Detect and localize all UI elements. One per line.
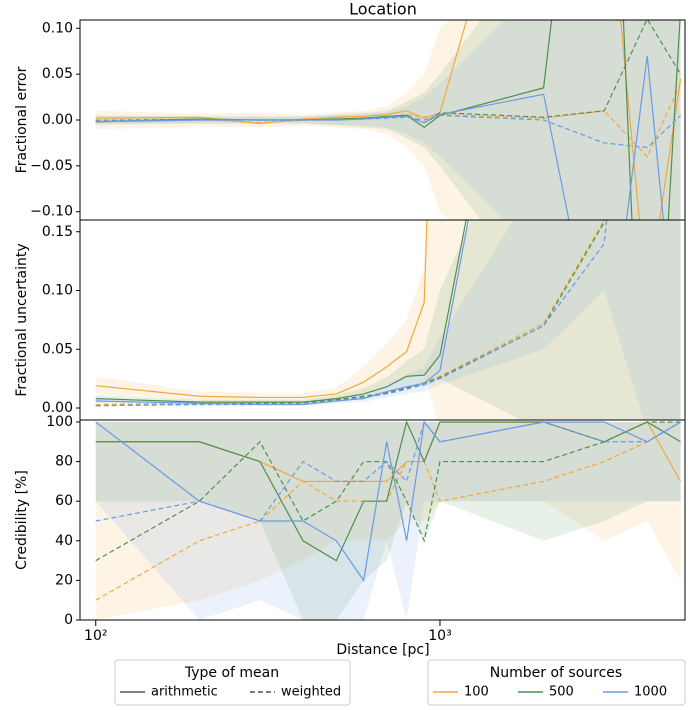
y-tick-label: −0.10 xyxy=(30,204,73,220)
legend-sources xyxy=(427,659,686,706)
series-line xyxy=(95,420,681,562)
y-axis-label: Credibility [%] xyxy=(14,470,30,570)
legend-label: 500 xyxy=(549,685,574,700)
x-tick-label: 10³ xyxy=(428,628,451,644)
series-line xyxy=(95,220,467,403)
y-tick-label: 80 xyxy=(55,454,73,470)
y-tick-label: −0.05 xyxy=(30,158,73,174)
y-tick-label: 0.10 xyxy=(42,283,73,299)
uncertainty-band xyxy=(95,421,681,620)
uncertainty-band xyxy=(95,421,681,620)
legend-label: arithmetic xyxy=(151,685,218,700)
y-tick-label: 0.15 xyxy=(42,224,73,240)
y-tick-label: 0.10 xyxy=(42,20,73,36)
y-axis-label: Fractional uncertainty xyxy=(14,243,30,396)
axes-frame xyxy=(79,419,686,621)
plot-area xyxy=(95,220,681,420)
series-line xyxy=(95,421,681,562)
y-tick-label: 60 xyxy=(55,493,73,509)
legend-label: weighted xyxy=(281,685,341,700)
uncertainty-band xyxy=(95,220,681,420)
uncertainty-band xyxy=(95,421,681,620)
series-line xyxy=(95,420,681,582)
uncertainty-band xyxy=(95,20,681,220)
x-axis-label: Distance [pc] xyxy=(336,642,429,658)
x-tick-label: 10² xyxy=(84,628,107,644)
y-tick-label: 40 xyxy=(55,533,73,549)
uncertainty-band xyxy=(95,220,681,420)
legend-label: 1000 xyxy=(634,685,667,700)
series-line xyxy=(95,83,682,158)
chart-title: Location xyxy=(349,0,417,19)
series-line xyxy=(95,20,682,220)
y-tick-label: 0.05 xyxy=(42,341,73,357)
series-line xyxy=(95,114,681,149)
y-tick-label: 0 xyxy=(64,612,73,628)
y-tick-label: 0.05 xyxy=(42,66,73,82)
y-axis-label: Fractional error xyxy=(14,66,30,173)
plot-area xyxy=(95,20,682,220)
plot-area xyxy=(95,420,682,620)
series-line xyxy=(95,220,606,407)
legend-mean xyxy=(114,659,351,706)
legend-title: Number of sources xyxy=(490,665,622,681)
series-line xyxy=(95,420,681,522)
uncertainty-band xyxy=(95,220,681,420)
legend-title: Type of mean xyxy=(184,665,279,681)
y-tick-label: 0.00 xyxy=(42,112,73,128)
series-line xyxy=(95,220,608,407)
legend-label: 100 xyxy=(464,685,489,700)
uncertainty-band xyxy=(95,20,681,220)
y-tick-label: 0.00 xyxy=(42,400,73,416)
y-tick-label: 20 xyxy=(55,572,73,588)
series-line xyxy=(95,220,428,399)
uncertainty-band xyxy=(95,20,681,220)
y-tick-label: 100 xyxy=(46,414,73,430)
